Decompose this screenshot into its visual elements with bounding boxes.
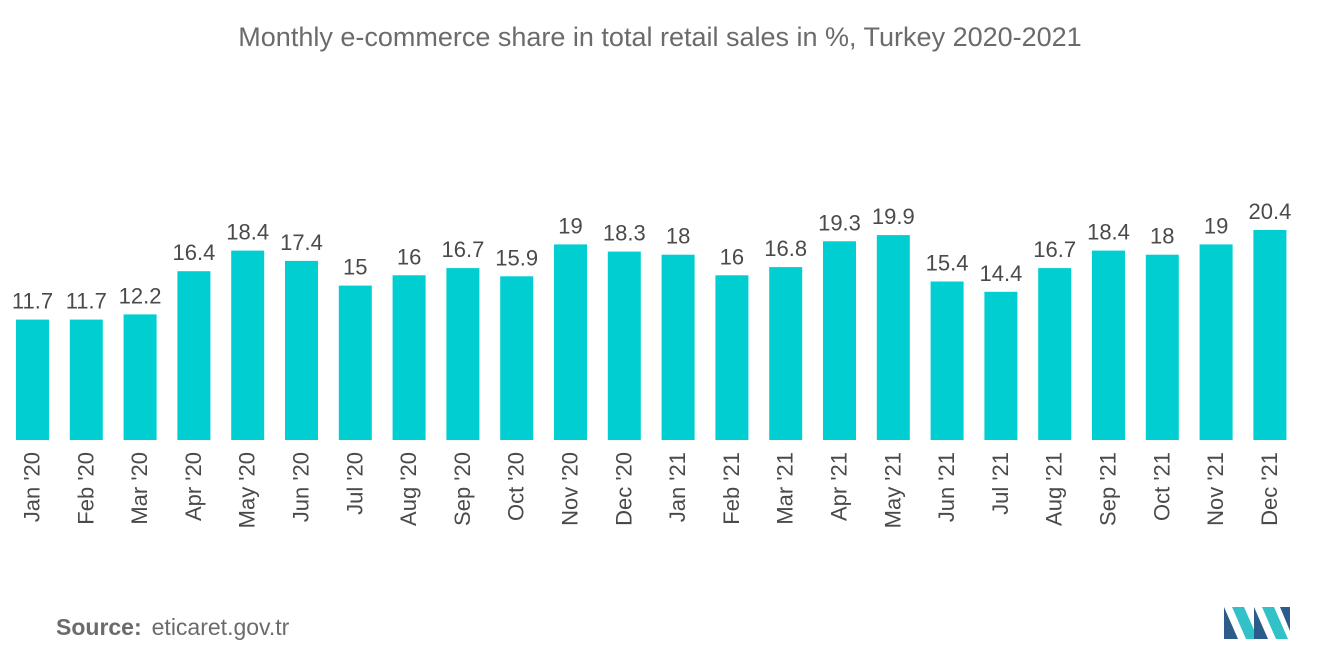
bar-10 (554, 244, 587, 440)
data-label-6: 15 (343, 255, 367, 280)
bar-14 (769, 267, 803, 440)
x-tick-label-20: Sep '21 (1096, 452, 1121, 526)
bar-22 (1199, 244, 1233, 440)
source-note: Source: eticaret.gov.tr (56, 614, 289, 641)
data-label-15: 19.3 (818, 210, 861, 235)
x-tick-label-12: Jan '21 (665, 452, 690, 522)
data-label-18: 14.4 (979, 261, 1022, 286)
bar-1 (69, 319, 103, 440)
data-label-8: 16.7 (441, 237, 484, 262)
x-tick-label-0: Jan '20 (20, 452, 45, 522)
data-label-20: 18.4 (1087, 220, 1130, 245)
x-tick-label-21: Oct '21 (1149, 452, 1174, 521)
data-label-13: 16 (720, 244, 744, 269)
data-label-10: 19 (558, 213, 582, 238)
x-tick-label-9: Oct '20 (504, 452, 529, 521)
data-label-12: 18 (666, 224, 690, 249)
source-text: eticaret.gov.tr (151, 614, 290, 640)
bar-7 (392, 275, 426, 440)
data-label-9: 15.9 (495, 245, 538, 270)
bar-3 (177, 271, 211, 440)
source-label: Source: (56, 614, 142, 640)
data-label-4: 18.4 (226, 220, 269, 245)
x-tick-label-23: Dec '21 (1257, 452, 1282, 526)
data-label-22: 19 (1204, 213, 1228, 238)
x-tick-label-5: Jun '20 (289, 452, 314, 522)
data-label-3: 16.4 (172, 240, 215, 265)
x-tick-label-10: Nov '20 (558, 452, 583, 526)
data-label-21: 18 (1150, 224, 1174, 249)
data-label-23: 20.4 (1248, 199, 1291, 224)
bar-11 (607, 251, 641, 440)
bar-15 (823, 241, 856, 440)
x-tick-label-17: Jun '21 (934, 452, 959, 522)
x-tick-label-6: Jul '20 (342, 452, 367, 515)
bar-23 (1253, 230, 1287, 440)
data-label-19: 16.7 (1033, 237, 1076, 262)
bar-19 (1038, 268, 1072, 440)
data-label-16: 19.9 (872, 204, 915, 229)
x-tick-label-16: May '21 (880, 452, 905, 528)
x-tick-label-11: Dec '20 (611, 452, 636, 526)
data-label-14: 16.8 (764, 236, 807, 261)
bar-6 (338, 285, 372, 440)
data-label-0: 11.7 (12, 289, 53, 314)
x-tick-label-14: Mar '21 (773, 452, 798, 525)
x-tick-label-18: Jul '21 (988, 452, 1013, 515)
data-label-11: 18.3 (603, 221, 646, 246)
x-tick-label-19: Aug '21 (1042, 452, 1067, 526)
bar-17 (930, 281, 964, 440)
x-tick-label-15: Apr '21 (827, 452, 852, 521)
data-label-1: 11.7 (66, 289, 107, 314)
bar-13 (715, 275, 749, 440)
x-tick-label-1: Feb '20 (73, 452, 98, 525)
data-label-7: 16 (397, 244, 421, 269)
bar-4 (231, 250, 265, 440)
x-tick-label-3: Apr '20 (181, 452, 206, 521)
bar-chart: 11.7 11.7 12.2 16.4 18.4 17.4 15 16 16.7 15.9 19 18… (12, 199, 1291, 528)
bar-20 (1092, 250, 1125, 440)
bar-16 (876, 235, 910, 440)
x-tick-label-4: May '20 (235, 452, 260, 528)
x-tick-label-22: Nov '21 (1203, 452, 1228, 526)
bar-9 (500, 276, 534, 440)
x-tick-label-7: Aug '20 (396, 452, 421, 526)
bar-21 (1145, 254, 1179, 440)
bar-8 (446, 268, 480, 440)
x-tick-label-2: Mar '20 (127, 452, 152, 525)
x-tick-label-13: Feb '21 (719, 452, 744, 525)
data-label-2: 12.2 (119, 283, 162, 308)
chart-title: Monthly e-commerce share in total retail… (238, 22, 1082, 52)
bar-5 (285, 260, 318, 440)
mordor-logo-icon (1224, 607, 1290, 639)
data-label-5: 17.4 (280, 230, 323, 255)
x-tick-label-8: Sep '20 (450, 452, 475, 526)
bar-2 (123, 314, 157, 440)
data-label-17: 15.4 (926, 251, 969, 276)
bar-12 (661, 254, 695, 440)
bar-0 (16, 319, 49, 440)
bar-18 (984, 291, 1018, 440)
